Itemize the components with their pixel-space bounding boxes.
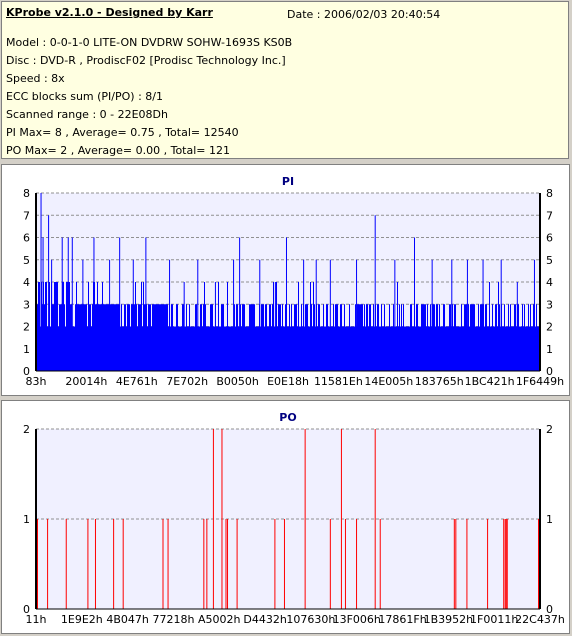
pi-xtick: 7E702h bbox=[166, 375, 208, 388]
scan-date: Date : 2006/02/03 20:40:54 bbox=[287, 8, 441, 21]
po-xtick: 11h bbox=[26, 613, 47, 626]
pi-ytick-left: 3 bbox=[23, 298, 30, 311]
pi-xtick: 20014h bbox=[65, 375, 107, 388]
po-xtick: A5002h bbox=[198, 613, 241, 626]
pi-xtick: 183765h bbox=[415, 375, 464, 388]
pi-ytick-left: 8 bbox=[23, 187, 30, 200]
pi-chart: 0 0 1 1 2 2 3 3 4 4 5 5 6 6 7 7 8 8 PI 83h 20014h 4E761h 7E702… bbox=[23, 175, 564, 388]
pi-summary-line: PI Max= 8 , Average= 0.75 , Total= 12540 bbox=[6, 126, 239, 139]
po-xtick: 1F0011h bbox=[470, 613, 518, 626]
po-xtick: 1E9E2h bbox=[61, 613, 103, 626]
pi-ytick-left: 7 bbox=[23, 209, 30, 222]
po-ytick-right: 0 bbox=[546, 603, 553, 616]
pi-chart-panel: 0 0 1 1 2 2 3 3 4 4 5 5 6 6 7 7 8 8 PI 83h 20014h 4E761h 7E702… bbox=[1, 164, 570, 396]
po-title: PO bbox=[279, 411, 296, 424]
po-xtick: 107630h bbox=[286, 613, 335, 626]
pi-xtick: 83h bbox=[26, 375, 47, 388]
pi-ytick-right: 4 bbox=[546, 276, 553, 289]
po-ytick-left: 1 bbox=[23, 513, 30, 526]
model-line: Model : 0-0-1-0 LITE-ON DVDRW SOHW-1693S… bbox=[6, 36, 293, 49]
po-summary-line: PO Max= 2 , Average= 0.00 , Total= 121 bbox=[6, 144, 230, 157]
pi-ytick-left: 6 bbox=[23, 232, 30, 245]
speed-line: Speed : 8x bbox=[6, 72, 65, 85]
pi-ytick-left: 1 bbox=[23, 343, 30, 356]
pi-xtick: 1BC421h bbox=[465, 375, 515, 388]
pi-ytick-right: 3 bbox=[546, 298, 553, 311]
pi-xtick: 1F6449h bbox=[516, 375, 564, 388]
po-xtick: 1B3952h bbox=[424, 613, 474, 626]
pi-ytick-right: 5 bbox=[546, 254, 553, 267]
pi-ytick-right: 6 bbox=[546, 232, 553, 245]
po-chart-panel: 0 0 1 1 2 2 PO 11h 1E9E2h 4B047h 77218h A5002h D4432… bbox=[1, 400, 570, 634]
pi-xtick: E0E18h bbox=[267, 375, 309, 388]
po-chart: 0 0 1 1 2 2 PO 11h 1E9E2h 4B047h 77218h A5002h D4432… bbox=[23, 411, 565, 626]
pi-ytick-left: 4 bbox=[23, 276, 30, 289]
pi-ytick-left: 2 bbox=[23, 321, 30, 334]
range-line: Scanned range : 0 - 22E08Dh bbox=[6, 108, 168, 121]
app-title: KProbe v2.1.0 - Designed by Karr bbox=[6, 6, 213, 19]
pi-title: PI bbox=[282, 175, 294, 188]
po-xtick: 77218h bbox=[152, 613, 194, 626]
info-panel: KProbe v2.1.0 - Designed by Karr Date : … bbox=[1, 1, 569, 159]
pi-ytick-right: 8 bbox=[546, 187, 553, 200]
pi-ytick-right: 1 bbox=[546, 343, 553, 356]
po-xtick: D4432h bbox=[243, 613, 286, 626]
pi-xtick: B0050h bbox=[216, 375, 259, 388]
po-xtick: 17861Fh bbox=[378, 613, 426, 626]
pi-xtick: 11581Eh bbox=[314, 375, 363, 388]
pi-xtick: 4E761h bbox=[116, 375, 158, 388]
pi-ytick-left: 0 bbox=[23, 365, 30, 378]
pi-ytick-left: 5 bbox=[23, 254, 30, 267]
po-ytick-right: 1 bbox=[546, 513, 553, 526]
disc-line: Disc : DVD-R , ProdiscF02 [Prodisc Techn… bbox=[6, 54, 286, 67]
pi-ytick-right: 0 bbox=[546, 365, 553, 378]
po-ytick-right: 2 bbox=[546, 423, 553, 436]
po-xtick: 13F006h bbox=[333, 613, 381, 626]
pi-xtick: 14E005h bbox=[364, 375, 413, 388]
ecc-line: ECC blocks sum (PI/PO) : 8/1 bbox=[6, 90, 163, 103]
po-ytick-left: 2 bbox=[23, 423, 30, 436]
pi-ytick-right: 7 bbox=[546, 209, 553, 222]
pi-ytick-right: 2 bbox=[546, 321, 553, 334]
po-xtick: 4B047h bbox=[106, 613, 149, 626]
po-ytick-left: 0 bbox=[23, 603, 30, 616]
po-xtick: 22C437h bbox=[515, 613, 565, 626]
